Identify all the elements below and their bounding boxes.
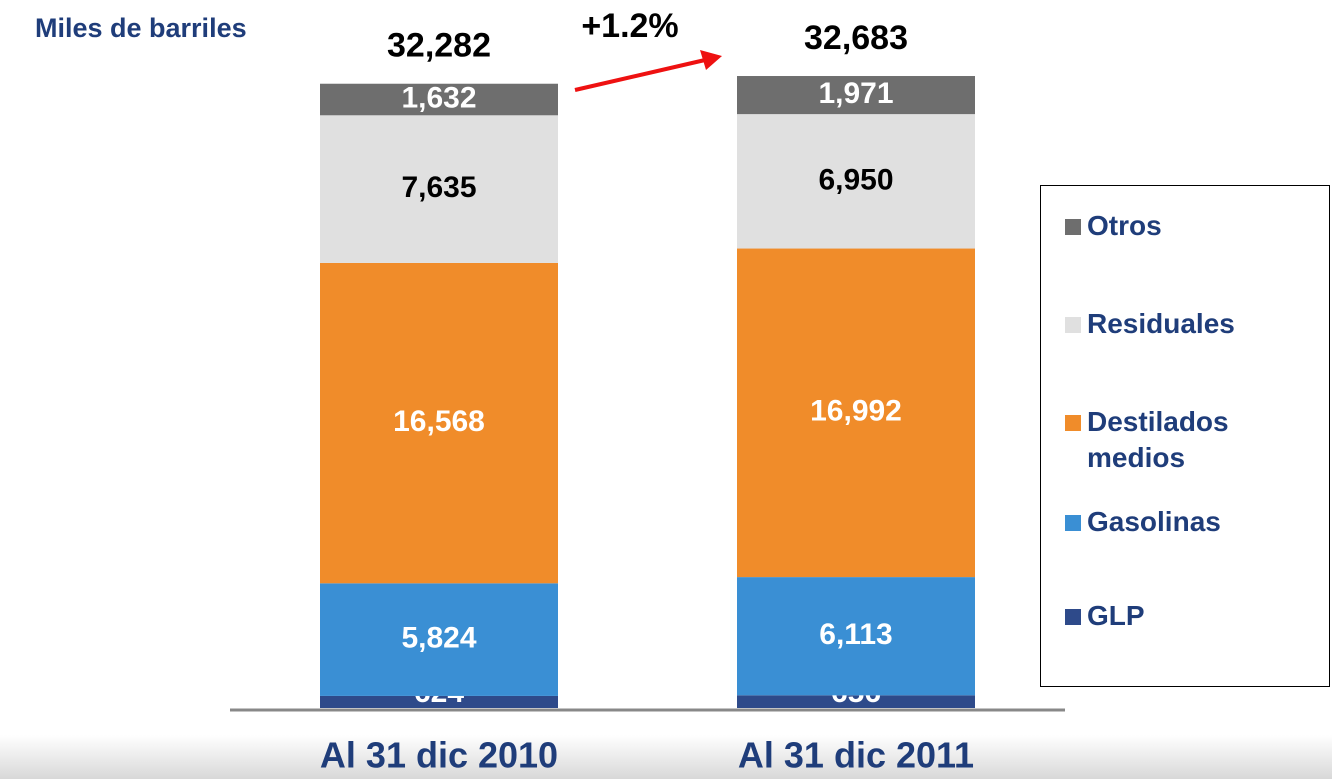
- legend-swatch: [1065, 515, 1081, 531]
- legend-swatch: [1065, 609, 1081, 625]
- legend-label: Otros: [1087, 210, 1162, 241]
- legend-label: Gasolinas: [1087, 506, 1221, 537]
- bar-segment: [320, 262, 558, 584]
- legend-item: Otros: [1065, 208, 1327, 244]
- legend-swatch: [1065, 219, 1081, 235]
- value-label: 7,635: [401, 171, 476, 204]
- legend: Otros Residuales Destilados medios Gasolina…: [1040, 185, 1330, 687]
- total-label: 32,683: [804, 19, 908, 57]
- value-label: 1,971: [818, 77, 893, 110]
- value-label: 16,568: [393, 405, 485, 438]
- value-label: 6,113: [819, 618, 892, 651]
- value-label: 1,632: [401, 81, 476, 114]
- bar-segment: [737, 248, 975, 578]
- value-label: 6,950: [818, 163, 893, 196]
- footer-bg: [0, 735, 1332, 779]
- y-label: Miles de barriles: [35, 13, 247, 43]
- value-label: 16,992: [810, 395, 902, 428]
- legend-item: Residuales: [1065, 306, 1327, 342]
- bar-segment: [320, 695, 558, 708]
- legend-label: Destilados medios: [1087, 406, 1229, 473]
- legend-item: Destilados medios: [1065, 404, 1327, 476]
- x-tick-label: Al 31 dic 2010: [320, 735, 558, 776]
- arrow-head: [700, 50, 722, 70]
- bar-segment: [737, 114, 975, 249]
- legend-swatch: [1065, 317, 1081, 333]
- bar-segment: [320, 583, 558, 696]
- x-tick-label: Al 31 dic 2011: [738, 735, 974, 776]
- annotation: +1.2%: [581, 7, 678, 45]
- legend-swatch: [1065, 415, 1081, 431]
- bar-segment: [737, 76, 975, 115]
- legend-label: Residuales: [1087, 308, 1235, 339]
- total-label: 32,282: [387, 27, 491, 65]
- legend-item: Gasolinas: [1065, 504, 1327, 540]
- legend-item: GLP: [1065, 598, 1327, 634]
- arrow: [574, 58, 706, 92]
- bar-segment: [737, 577, 975, 696]
- bar-segment: [320, 115, 558, 263]
- value-label: 5,824: [401, 622, 476, 655]
- bar-segment: [737, 695, 975, 708]
- bar-segment: [320, 83, 558, 116]
- legend-label: GLP: [1087, 600, 1145, 631]
